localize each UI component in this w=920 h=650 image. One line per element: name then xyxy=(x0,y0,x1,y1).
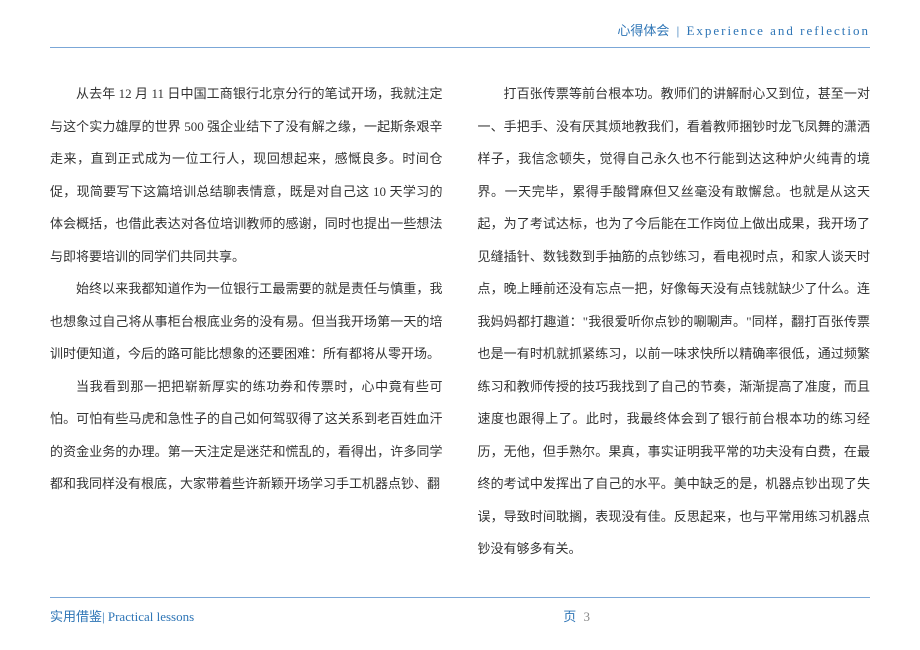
page-number: 3 xyxy=(584,609,591,624)
paragraph-1: 从去年 12 月 11 日中国工商银行北京分行的笔试开场，我就注定与这个实力雄厚… xyxy=(50,78,443,273)
header-title-en: Experience and reflection xyxy=(686,23,870,38)
footer-page: 页 3 xyxy=(563,606,590,625)
page-header: 心得体会 | Experience and reflection xyxy=(50,20,870,48)
paragraph-3: 当我看到那一把把崭新厚实的练功券和传票时，心中竟有些可怕。可怕有些马虎和急性子的… xyxy=(50,371,443,501)
page-label: 页 xyxy=(563,609,576,624)
footer-title-cn: 实用借鉴 xyxy=(50,609,102,624)
header-separator: | xyxy=(677,23,680,38)
header-title-cn: 心得体会 xyxy=(617,23,669,38)
paragraph-2: 始终以来我都知道作为一位银行工最需要的就是责任与慎重，我也想象过自己将从事柜台根… xyxy=(50,273,443,371)
left-column: 从去年 12 月 11 日中国工商银行北京分行的笔试开场，我就注定与这个实力雄厚… xyxy=(50,78,443,578)
footer-left: 实用借鉴| Practical lessons xyxy=(50,606,194,625)
page-footer: 实用借鉴| Practical lessons 页 3 xyxy=(50,597,870,625)
paragraph-4: 打百张传票等前台根本功。教师们的讲解耐心又到位，甚至一对一、手把手、没有厌其烦地… xyxy=(478,78,871,566)
right-column: 打百张传票等前台根本功。教师们的讲解耐心又到位，甚至一对一、手把手、没有厌其烦地… xyxy=(478,78,871,578)
content-area: 从去年 12 月 11 日中国工商银行北京分行的笔试开场，我就注定与这个实力雄厚… xyxy=(50,78,870,578)
footer-title-en: Practical lessons xyxy=(105,609,195,624)
